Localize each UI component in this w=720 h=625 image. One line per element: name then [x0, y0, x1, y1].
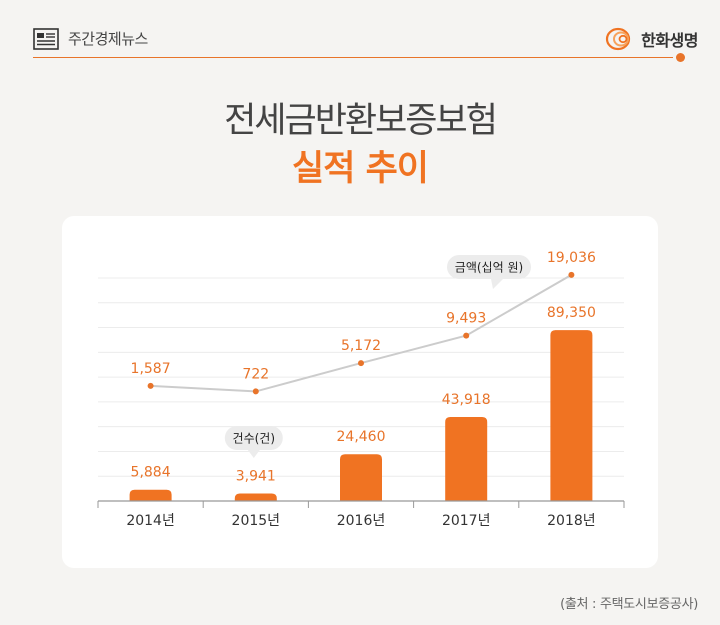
- legend-callout-count: [224, 426, 283, 458]
- line-point: [463, 332, 470, 339]
- bar-data-label: 24,460: [337, 429, 386, 445]
- header: 주간경제뉴스 한화생명: [0, 0, 720, 62]
- line-series-amount: [150, 273, 572, 393]
- bar: [550, 330, 593, 501]
- legend-label-count: 건수(건): [233, 432, 275, 446]
- bar-data-label: 5,884: [131, 465, 171, 481]
- x-tick-label: 2014년: [126, 513, 175, 529]
- bar-data-label: 89,350: [547, 305, 596, 321]
- bar: [445, 417, 488, 501]
- line-data-label: 19,036: [547, 250, 596, 266]
- source-note: (출처 : 주택도시보증공사): [560, 597, 698, 612]
- newspaper-icon: [33, 28, 59, 50]
- header-divider-dot: [676, 53, 685, 62]
- line-point: [568, 271, 575, 278]
- x-tick-label: 2016년: [337, 513, 386, 529]
- x-tick-label: 2017년: [442, 513, 491, 529]
- line-data-label: 9,493: [446, 311, 486, 327]
- x-tick-label: 2015년: [232, 513, 281, 529]
- line-point: [358, 360, 364, 367]
- bar: [340, 454, 382, 501]
- hanwha-logo-icon: [606, 27, 631, 51]
- legend-callout-amount: [447, 255, 531, 289]
- line-data-label: 1,587: [131, 361, 171, 377]
- line-point: [252, 388, 259, 395]
- line-point: [147, 382, 154, 389]
- chart-subtitle: 실적 추이: [292, 149, 429, 189]
- bar: [129, 489, 172, 501]
- x-tick-label: 2018년: [547, 513, 596, 529]
- chart-plot: 5,884 3,941 24,460 43,918 89,350 2014년 2015년 20…: [97, 250, 625, 529]
- brand: 한화생명: [605, 26, 698, 52]
- bar: [234, 493, 277, 501]
- bar-data-label: 3,941: [236, 468, 276, 484]
- brand-name: 한화생명: [641, 31, 698, 50]
- line-data-label: 722: [242, 366, 269, 382]
- series-name: 주간경제뉴스: [68, 30, 148, 48]
- chart-title: 전세금반환보증보험: [224, 101, 498, 141]
- header-divider: [33, 57, 673, 58]
- line-data-label: 5,172: [341, 338, 381, 354]
- legend-label-amount: 금액(십억 원): [455, 261, 523, 275]
- chart-card: 5,884 3,941 24,460 43,918 89,350 2014년 2015년 20…: [62, 216, 658, 568]
- bar-data-label: 43,918: [442, 392, 491, 408]
